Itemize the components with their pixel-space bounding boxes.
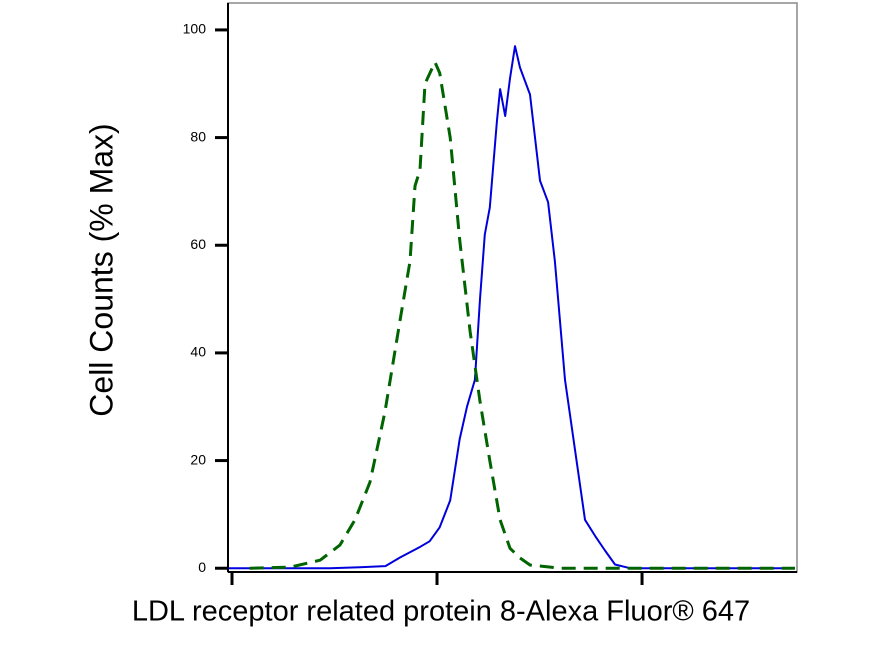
- y-tick-label: 60: [190, 236, 206, 252]
- y-tick-label: 20: [190, 451, 206, 467]
- x-axis-label: LDL receptor related protein 8-Alexa Flu…: [132, 596, 750, 628]
- histogram-line: [228, 45, 795, 570]
- plot-frame: [227, 2, 798, 573]
- histogram-line: [249, 60, 795, 570]
- y-tick-label: 100: [183, 21, 207, 37]
- y-tick-label: 40: [190, 344, 206, 360]
- y-tick-label: 80: [190, 128, 206, 144]
- y-tick-label: 0: [198, 559, 206, 575]
- y-axis-label: Cell Counts (% Max): [83, 123, 119, 416]
